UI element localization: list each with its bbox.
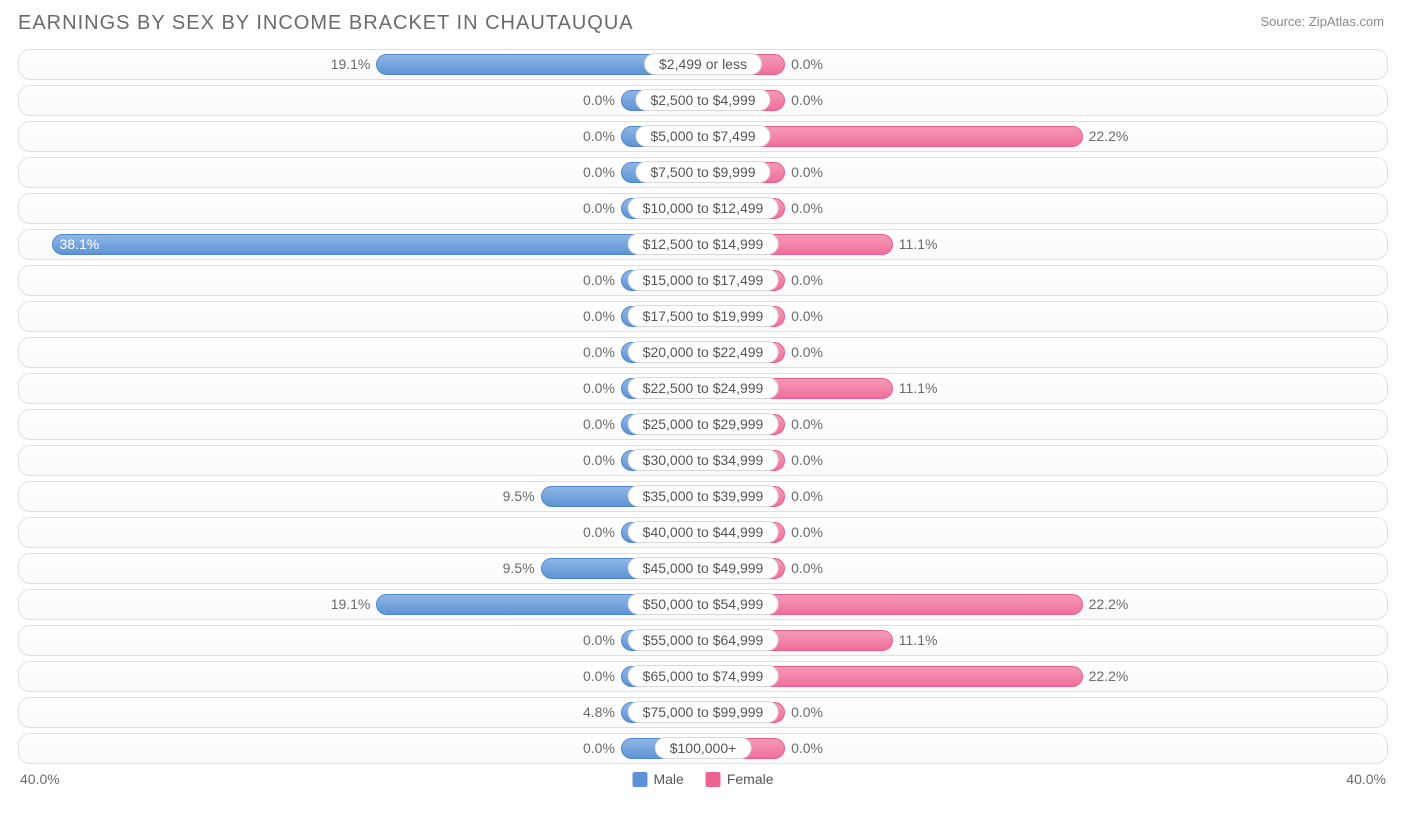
male-swatch-icon: [632, 772, 647, 787]
female-value-label: 0.0%: [785, 50, 823, 79]
female-value-label: 0.0%: [785, 698, 823, 727]
chart-row: 19.1% 0.0% $2,499 or less: [18, 49, 1388, 80]
female-value-label: 22.2%: [1083, 662, 1129, 691]
category-label: $2,500 to $4,999: [635, 89, 770, 111]
legend: Male Female: [632, 771, 773, 787]
chart-row: 9.5% 0.0% $45,000 to $49,999: [18, 553, 1388, 584]
chart-row: 0.0% 22.2% $5,000 to $7,499: [18, 121, 1388, 152]
female-value-label: 0.0%: [785, 410, 823, 439]
male-value-label: 0.0%: [583, 626, 621, 655]
chart-row: 0.0% 22.2% $65,000 to $74,999: [18, 661, 1388, 692]
male-value-label: 0.0%: [583, 410, 621, 439]
male-value-label: 0.0%: [583, 338, 621, 367]
chart-row: 0.0% 0.0% $20,000 to $22,499: [18, 337, 1388, 368]
chart-row: 0.0% 0.0% $17,500 to $19,999: [18, 301, 1388, 332]
chart-row: 0.0% 0.0% $100,000+: [18, 733, 1388, 764]
category-label: $2,499 or less: [644, 53, 762, 75]
male-value-label: 0.0%: [583, 374, 621, 403]
legend-item-female: Female: [706, 771, 774, 787]
category-label: $35,000 to $39,999: [628, 485, 779, 507]
female-value-label: 11.1%: [893, 626, 938, 655]
category-label: $25,000 to $29,999: [628, 413, 779, 435]
male-value-label: 0.0%: [583, 302, 621, 331]
male-value-label: 0.0%: [583, 158, 621, 187]
category-label: $22,500 to $24,999: [628, 377, 779, 399]
female-value-label: 11.1%: [893, 374, 938, 403]
category-label: $75,000 to $99,999: [628, 701, 779, 723]
male-value-label: 19.1%: [331, 590, 377, 619]
chart-title: EARNINGS BY SEX BY INCOME BRACKET IN CHA…: [18, 12, 1388, 35]
chart-row: 0.0% 11.1% $55,000 to $64,999: [18, 625, 1388, 656]
diverging-bar-chart: 19.1% 0.0% $2,499 or less 0.0% 0.0% $2,500 to…: [18, 49, 1388, 764]
category-label: $10,000 to $12,499: [628, 197, 779, 219]
axis-right-max: 40.0%: [1346, 771, 1386, 787]
male-bar: [52, 234, 704, 255]
male-value-label: 38.1%: [51, 230, 99, 259]
chart-row: 0.0% 0.0% $25,000 to $29,999: [18, 409, 1388, 440]
chart-row: 9.5% 0.0% $35,000 to $39,999: [18, 481, 1388, 512]
legend-item-male: Male: [632, 771, 683, 787]
legend-label-female: Female: [727, 771, 774, 787]
male-value-label: 0.0%: [583, 446, 621, 475]
female-value-label: 0.0%: [785, 194, 823, 223]
chart-row: 0.0% 0.0% $10,000 to $12,499: [18, 193, 1388, 224]
female-value-label: 0.0%: [785, 554, 823, 583]
chart-row: 19.1% 22.2% $50,000 to $54,999: [18, 589, 1388, 620]
category-label: $17,500 to $19,999: [628, 305, 779, 327]
category-label: $50,000 to $54,999: [628, 593, 779, 615]
female-value-label: 11.1%: [893, 230, 938, 259]
category-label: $30,000 to $34,999: [628, 449, 779, 471]
female-value-label: 0.0%: [785, 482, 823, 511]
chart-row: 0.0% 0.0% $30,000 to $34,999: [18, 445, 1388, 476]
male-value-label: 19.1%: [331, 50, 377, 79]
female-value-label: 0.0%: [785, 158, 823, 187]
female-value-label: 22.2%: [1083, 590, 1129, 619]
female-value-label: 0.0%: [785, 734, 823, 763]
female-value-label: 0.0%: [785, 86, 823, 115]
category-label: $5,000 to $7,499: [635, 125, 770, 147]
chart-row: 0.0% 11.1% $22,500 to $24,999: [18, 373, 1388, 404]
category-label: $40,000 to $44,999: [628, 521, 779, 543]
axis-left-max: 40.0%: [20, 771, 60, 787]
male-value-label: 0.0%: [583, 662, 621, 691]
source-attribution: Source: ZipAtlas.com: [1260, 14, 1384, 29]
female-value-label: 0.0%: [785, 518, 823, 547]
category-label: $15,000 to $17,499: [628, 269, 779, 291]
category-label: $7,500 to $9,999: [635, 161, 770, 183]
chart-row: 4.8% 0.0% $75,000 to $99,999: [18, 697, 1388, 728]
female-value-label: 22.2%: [1083, 122, 1129, 151]
category-label: $100,000+: [655, 737, 752, 759]
axis-labels: 40.0% Male Female 40.0%: [18, 769, 1388, 787]
female-value-label: 0.0%: [785, 446, 823, 475]
category-label: $12,500 to $14,999: [628, 233, 779, 255]
male-value-label: 0.0%: [583, 734, 621, 763]
male-value-label: 0.0%: [583, 86, 621, 115]
chart-row: 0.0% 0.0% $40,000 to $44,999: [18, 517, 1388, 548]
female-swatch-icon: [706, 772, 721, 787]
chart-row: 0.0% 0.0% $7,500 to $9,999: [18, 157, 1388, 188]
male-value-label: 9.5%: [503, 554, 541, 583]
male-value-label: 4.8%: [583, 698, 621, 727]
female-value-label: 0.0%: [785, 266, 823, 295]
chart-row: 0.0% 0.0% $2,500 to $4,999: [18, 85, 1388, 116]
legend-label-male: Male: [653, 771, 683, 787]
male-value-label: 0.0%: [583, 266, 621, 295]
male-value-label: 0.0%: [583, 194, 621, 223]
male-value-label: 9.5%: [503, 482, 541, 511]
chart-row: 38.1% 11.1% $12,500 to $14,999: [18, 229, 1388, 260]
female-value-label: 0.0%: [785, 338, 823, 367]
female-value-label: 0.0%: [785, 302, 823, 331]
chart-row: 0.0% 0.0% $15,000 to $17,499: [18, 265, 1388, 296]
category-label: $45,000 to $49,999: [628, 557, 779, 579]
category-label: $20,000 to $22,499: [628, 341, 779, 363]
male-value-label: 0.0%: [583, 518, 621, 547]
category-label: $65,000 to $74,999: [628, 665, 779, 687]
male-value-label: 0.0%: [583, 122, 621, 151]
category-label: $55,000 to $64,999: [628, 629, 779, 651]
